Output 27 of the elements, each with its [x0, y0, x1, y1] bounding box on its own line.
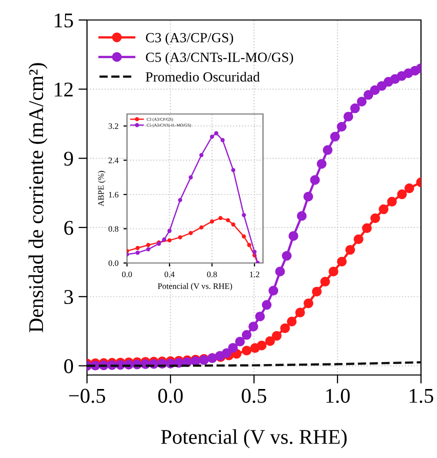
y-tick-label: 3 — [64, 290, 73, 304]
legend-label: C5 (A3/CNTs-IL-MO/GS) — [146, 52, 294, 65]
x-axis-title: Potencial (V vs. RHE) — [158, 283, 232, 291]
x-tick-label: 0.8 — [207, 272, 217, 278]
y-tick-label: 1.6 — [108, 192, 118, 198]
y-tick-label: 9 — [64, 152, 73, 166]
legend-label: C3 (A3/CP/GS) — [146, 32, 234, 46]
y-axis-title: Densidad de corriente (mA/cm²) — [28, 63, 48, 332]
y-tick-label: 0.0 — [108, 260, 118, 266]
y-tick-label: 15 — [54, 13, 73, 28]
y-tick-label: 12 — [54, 82, 73, 96]
x-tick-label: −0.5 — [69, 388, 106, 403]
legend-label: Promedio Oscuridad — [146, 72, 260, 82]
x-tick-label: 0.5 — [242, 388, 266, 403]
x-tick-label: 0.0 — [122, 272, 132, 278]
y-tick-label: 2.4 — [108, 158, 119, 164]
x-tick-label: 0.4 — [164, 272, 175, 278]
x-tick-label: 1.2 — [250, 272, 260, 278]
y-tick-label: 0 — [64, 359, 74, 374]
x-tick-label: 0.0 — [158, 388, 183, 403]
x-axis-title: Potencial (V vs. RHE) — [161, 429, 347, 448]
y-axis-title: ABPE (%) — [98, 170, 106, 206]
y-tick-label: 0.8 — [108, 226, 118, 232]
y-tick-label: 6 — [64, 220, 74, 235]
x-tick-label: 1.0 — [326, 388, 350, 403]
x-tick-label: 1.5 — [410, 388, 434, 403]
y-tick-label: 3.2 — [108, 123, 118, 129]
